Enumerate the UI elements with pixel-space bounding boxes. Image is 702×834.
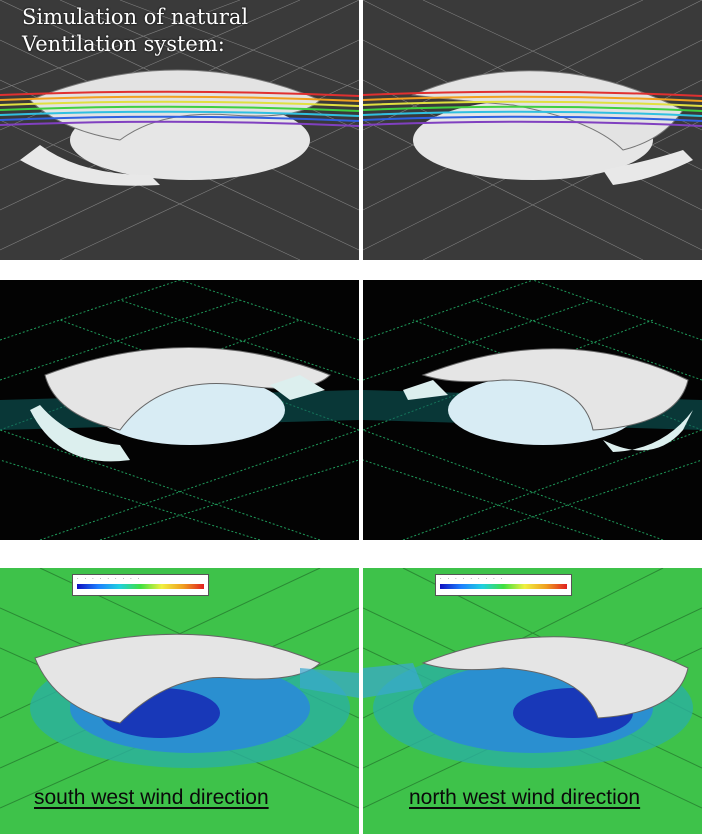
mesh-northwest-render	[363, 280, 702, 540]
legend-color-scale	[440, 584, 567, 589]
legend-ticks: ·········	[77, 576, 146, 582]
panel-contour-southwest: ········· south west wind direction	[0, 568, 359, 834]
simulation-title: Simulation of natural Ventilation system…	[22, 5, 249, 56]
legend-ticks: ·········	[440, 576, 509, 582]
velocity-color-legend: ·········	[72, 574, 209, 596]
panel-mesh-southwest	[0, 280, 359, 540]
streamlines-southwest-render	[0, 0, 359, 260]
mesh-southwest-render	[0, 280, 359, 540]
contour-southwest-render	[0, 568, 359, 834]
panel-contour-northwest: ········· north west wind direction	[363, 568, 702, 834]
caption-southwest: south west wind direction	[34, 786, 269, 809]
panel-streamlines-southwest: Simulation of natural Ventilation system…	[0, 0, 359, 260]
streamlines-northwest-render	[363, 0, 702, 260]
caption-northwest: north west wind direction	[409, 786, 641, 809]
velocity-color-legend: ·········	[435, 574, 572, 596]
panel-mesh-northwest	[363, 280, 702, 540]
contour-northwest-render	[363, 568, 702, 834]
panel-streamlines-northwest	[363, 0, 702, 260]
legend-color-scale	[77, 584, 204, 589]
